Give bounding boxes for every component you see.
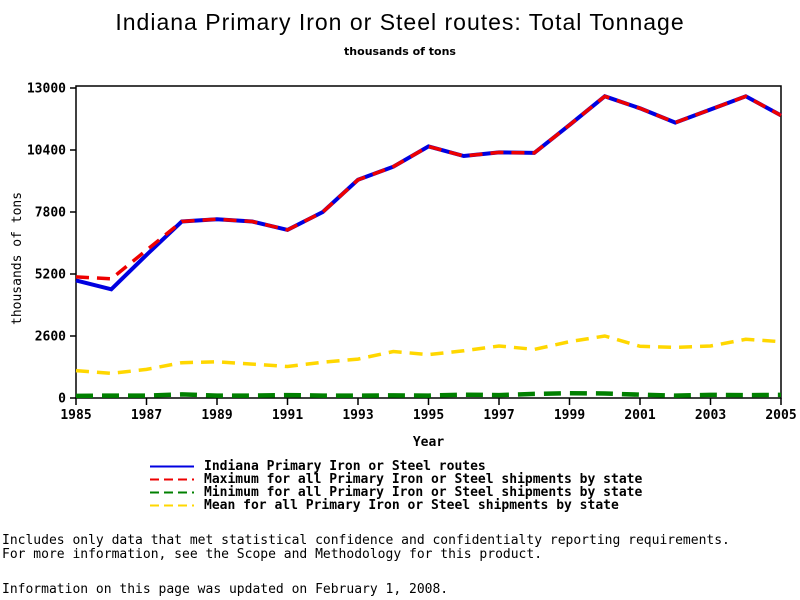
y-tick-label: 13000 xyxy=(27,82,66,97)
x-tick-label: 1991 xyxy=(272,408,303,423)
chart-title: Indiana Primary Iron or Steel routes: To… xyxy=(115,9,685,35)
x-axis-title: Year xyxy=(412,435,445,450)
legend-label: Mean for all Primary Iron or Steel shipm… xyxy=(204,498,619,513)
y-tick-label: 7800 xyxy=(35,206,66,221)
y-tick-label: 10400 xyxy=(27,144,66,159)
chart-subtitle: thousands of tons xyxy=(344,45,456,58)
series-line-1 xyxy=(75,94,782,281)
legend-item-mean: Mean for all Primary Iron or Steel shipm… xyxy=(149,498,642,513)
y-tick-label: 0 xyxy=(58,392,66,407)
x-tick-label: 1989 xyxy=(201,408,232,423)
x-tick-label: 1999 xyxy=(554,408,585,423)
x-tick-label: 1995 xyxy=(413,408,444,423)
y-tick-label: 5200 xyxy=(35,268,66,283)
y-axis-title: thousands of tons xyxy=(10,191,25,325)
x-tick-label: 1987 xyxy=(131,408,162,423)
red-dashed-line-icon xyxy=(150,478,194,481)
y-tick-label: 2600 xyxy=(35,330,66,345)
x-tick-label: 1985 xyxy=(60,408,91,423)
series-line-3 xyxy=(75,334,782,376)
x-tick-label: 2003 xyxy=(695,408,726,423)
x-tick-label: 1997 xyxy=(483,408,514,423)
x-tick-label: 2001 xyxy=(624,408,655,423)
green-dashed-line-icon xyxy=(150,491,194,494)
plot-area: 0 2600 5200 7800 10400 13000 1985 1987 1989 1991 1… xyxy=(27,82,797,424)
legend-label: Maximum for all Primary Iron or Steel sh… xyxy=(204,472,643,487)
x-tick-label: 1993 xyxy=(342,408,373,423)
series-line-0 xyxy=(75,94,782,292)
blue-solid-line-icon xyxy=(150,465,194,468)
legend-item-minimum: Minimum for all Primary Iron or Steel sh… xyxy=(149,485,643,500)
legend-label: Indiana Primary Iron or Steel routes xyxy=(204,459,486,474)
footnote-updated-date: Information on this page was updated on … xyxy=(2,582,449,597)
series-line-2 xyxy=(75,390,782,399)
legend-label: Minimum for all Primary Iron or Steel sh… xyxy=(204,485,643,500)
legend: Indiana Primary Iron or Steel routes Max… xyxy=(149,459,643,513)
footnote-methodology: For more information, see the Scope and … xyxy=(2,547,543,562)
plot-frame xyxy=(75,85,782,399)
footnote-confidence: Includes only data that met statistical … xyxy=(2,533,730,548)
x-tick-label: 2005 xyxy=(765,408,796,423)
yellow-dashed-line-icon xyxy=(150,504,194,507)
legend-item-maximum: Maximum for all Primary Iron or Steel sh… xyxy=(149,472,643,487)
legend-item-indiana: Indiana Primary Iron or Steel routes xyxy=(149,459,642,474)
